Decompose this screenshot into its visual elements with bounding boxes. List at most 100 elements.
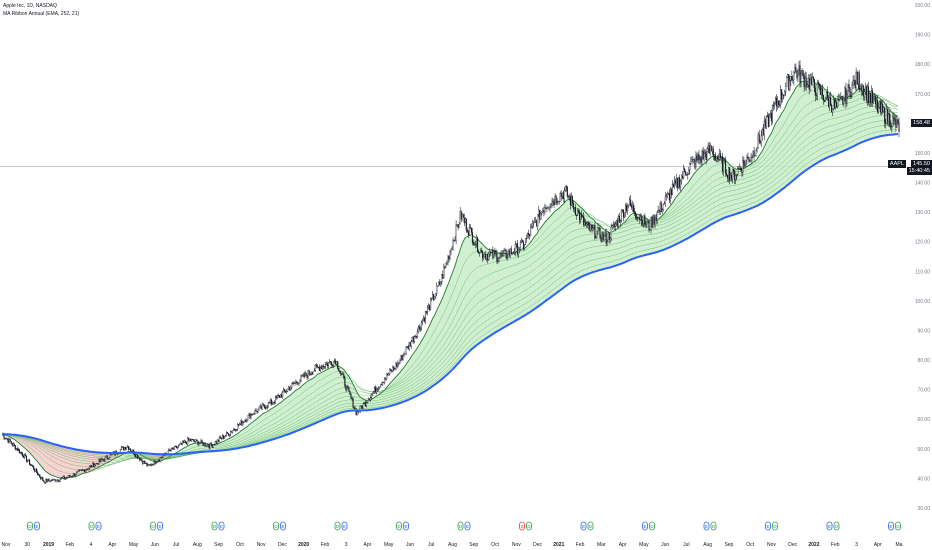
x-tick-label: 3 xyxy=(855,542,858,548)
candle-body xyxy=(714,154,716,161)
candle-body xyxy=(174,445,177,447)
ribbon-fill-segment xyxy=(434,305,439,385)
candle-body xyxy=(361,406,363,409)
ribbon-fill-segment xyxy=(777,113,782,193)
candle-body xyxy=(704,151,706,154)
candle-body xyxy=(273,402,276,404)
candle-body xyxy=(319,366,321,371)
event-marker-letter: E xyxy=(466,524,469,529)
candle-body xyxy=(541,211,543,214)
candle-body xyxy=(808,77,810,90)
candle-body xyxy=(848,84,850,89)
candle-body xyxy=(475,237,478,245)
ribbon-fill-segment xyxy=(765,136,770,202)
candle-body xyxy=(125,447,128,450)
candle-body xyxy=(893,117,895,120)
candle-body xyxy=(323,366,326,368)
candle-body xyxy=(572,203,575,210)
candle-body xyxy=(891,126,893,129)
y-tick-label: 170.00 xyxy=(915,92,931,98)
x-tick-label: 4 xyxy=(90,542,93,548)
symbol-title[interactable]: Apple Inc, 1D, NASDAQ xyxy=(3,3,57,9)
candle-body xyxy=(493,250,495,258)
candle-body xyxy=(460,211,462,220)
candle-body xyxy=(251,414,253,416)
candle-body xyxy=(452,240,454,250)
x-tick-label: Sep xyxy=(469,542,478,548)
candle-body xyxy=(364,402,366,406)
ribbon-fill-segment xyxy=(659,214,664,252)
candle-body xyxy=(336,361,338,365)
candle-body xyxy=(700,156,702,163)
event-marker-badge xyxy=(334,521,341,531)
ribbon-fill-segment xyxy=(708,156,713,227)
candle-body xyxy=(92,463,94,468)
ribbon-fill-segment xyxy=(467,234,472,354)
candle-body xyxy=(64,478,66,480)
candle-body xyxy=(647,221,649,224)
time-axis[interactable]: Nov 30 2019 Feb 4 Apr May Jun Jul Aug Sep Oct Nov Dec… xyxy=(2,542,903,548)
candle-body xyxy=(485,254,487,260)
candle-body xyxy=(169,450,171,452)
x-tick-label: Nov xyxy=(2,542,11,548)
event-markers: DEDEDEDEDEDEDEDESDEDEDEDEDEDEDED xyxy=(27,521,901,531)
price-axis[interactable]: 200.00190.00180.00170.00160.00150.00140.… xyxy=(915,3,931,512)
candle-body xyxy=(560,193,562,197)
event-marker-badge xyxy=(642,521,648,531)
candle-body xyxy=(55,480,57,482)
candle-body xyxy=(195,439,197,442)
candle-body xyxy=(205,445,207,447)
candle-body xyxy=(681,175,683,182)
candle-body xyxy=(875,100,878,105)
candle-body xyxy=(175,445,178,449)
candle-body xyxy=(649,229,651,231)
candle-body xyxy=(291,383,293,388)
event-marker-badge xyxy=(27,521,33,531)
candle-body xyxy=(310,373,312,375)
candle-body xyxy=(48,479,50,481)
candle-body xyxy=(380,384,382,388)
candle-body xyxy=(9,438,11,442)
candle-body xyxy=(220,438,222,440)
candle-body xyxy=(6,438,8,440)
candle-body xyxy=(608,232,610,240)
ribbon-fill-segment xyxy=(810,81,815,168)
candle-body xyxy=(438,281,440,287)
candle-body xyxy=(110,453,112,455)
event-marker-badge xyxy=(888,521,894,531)
candle-body xyxy=(264,406,266,409)
candle-body xyxy=(62,476,64,479)
candle-body xyxy=(474,243,477,245)
candle-body xyxy=(775,98,778,107)
candle-body xyxy=(268,402,270,404)
event-marker-badge xyxy=(280,521,286,531)
indicator-title[interactable]: MA Ribbon Annual (EMA, 252, 21) xyxy=(3,11,80,17)
candle-body xyxy=(38,474,40,476)
candle-body xyxy=(340,371,342,374)
ribbon-ema-line xyxy=(2,110,899,460)
candle-body xyxy=(559,193,561,202)
candle-body xyxy=(132,449,134,452)
symbol-tag: AAPL xyxy=(887,160,906,168)
candle-body xyxy=(204,442,206,447)
candle-body xyxy=(289,387,291,391)
event-marker-badge xyxy=(95,521,102,531)
candle-body xyxy=(487,254,489,261)
candle-body xyxy=(757,134,759,148)
ribbon-fill-segment xyxy=(744,165,749,211)
x-tick-label: Jul xyxy=(428,542,434,548)
candle-body xyxy=(618,216,620,223)
candle-body xyxy=(193,439,195,442)
candle-body xyxy=(684,168,686,172)
ribbon-fill-segment xyxy=(304,380,309,428)
candle-body xyxy=(84,469,86,473)
candle-body xyxy=(60,477,62,480)
ribbon-fill-segment xyxy=(328,367,333,418)
x-tick-label: Apr xyxy=(108,542,116,548)
ribbon-fill-segment xyxy=(651,220,656,254)
ribbon-fill-segment xyxy=(667,204,672,249)
candle-body xyxy=(249,413,251,419)
candle-body xyxy=(105,455,107,458)
candle-body xyxy=(818,83,820,87)
